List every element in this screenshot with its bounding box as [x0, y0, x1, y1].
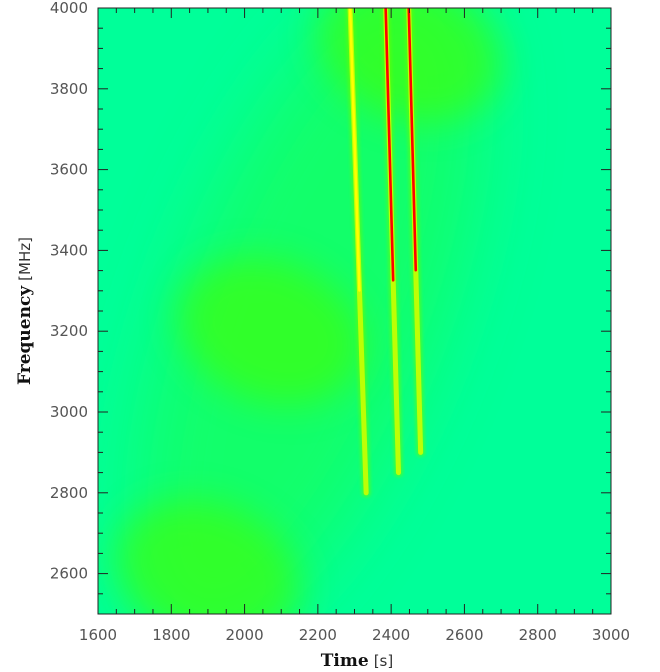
diffuse-emission-core — [115, 499, 301, 614]
spectrum-plot-area — [98, 8, 611, 614]
y-tick-label: 2600 — [50, 565, 88, 583]
y-tick-label: 3800 — [50, 80, 88, 98]
x-tick-label: 1600 — [79, 626, 117, 644]
x-tick-label: 1800 — [152, 626, 190, 644]
y-tick-label: 4000 — [50, 0, 88, 17]
y-tick-label: 2800 — [50, 484, 88, 502]
burst-streak — [345, 8, 371, 498]
x-axis-tick-labels: 1600 1800 2000 2200 2400 2600 2800 3000 — [79, 626, 630, 644]
x-axis-ticks — [97, 8, 612, 614]
x-tick-label: 2800 — [519, 626, 557, 644]
y-axis-title: Frequency[MHz] — [15, 237, 35, 385]
x-tick-label: 3000 — [592, 626, 630, 644]
diffuse-emission — [115, 8, 502, 614]
x-tick-label: 2000 — [225, 626, 263, 644]
x-tick-label: 2200 — [299, 626, 337, 644]
x-tick-label: 2600 — [445, 626, 483, 644]
burst-streak — [381, 8, 403, 478]
y-axis-ticks — [98, 7, 611, 615]
x-tick-label: 2400 — [372, 626, 410, 644]
y-tick-label: 3200 — [50, 322, 88, 340]
y-tick-label: 3600 — [50, 161, 88, 179]
diffuse-emission-core — [178, 257, 363, 405]
y-tick-label: 3400 — [50, 241, 88, 259]
burst-streak — [404, 8, 426, 457]
x-axis-title: Time [s] — [321, 651, 393, 671]
burst-streaks — [345, 8, 426, 498]
y-axis-tick-labels: 2600 2800 3000 3200 3400 3600 3800 4000 — [50, 0, 88, 583]
y-tick-label: 3000 — [50, 403, 88, 421]
